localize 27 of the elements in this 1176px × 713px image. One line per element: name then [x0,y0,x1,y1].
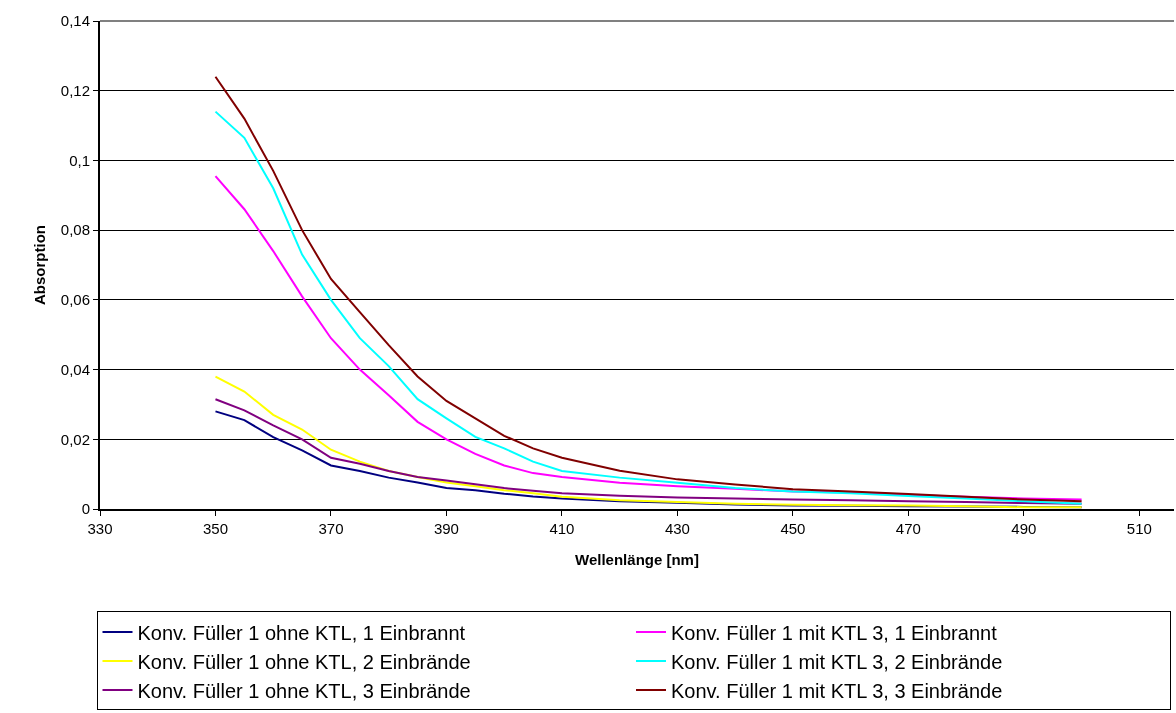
line-series [214,375,1083,509]
x-tick-label: 450 [780,520,806,537]
legend-label: Konv. Füller 1 mit KTL 3, 1 Einbrannt [671,621,998,644]
y-tick-label: 0,1 [69,151,90,169]
y-tick-label: 0,08 [60,221,90,239]
y-tick-label: 0 [81,500,90,518]
x-tick-label: 350 [202,520,228,537]
x-tick-label: 330 [87,520,113,537]
x-tick-label: 490 [1011,520,1037,537]
legend-label: Konv. Füller 1 mit KTL 3, 3 Einbrände [671,679,1003,702]
x-tick-label: 410 [549,520,575,537]
y-tick-label: 0,02 [60,430,90,448]
x-tick-label: 510 [1126,520,1152,537]
legend-label: Konv. Füller 1 ohne KTL, 2 Einbrände [137,650,471,673]
y-axis-title: Absorption [30,225,48,305]
y-tick-label: 0,14 [60,12,90,30]
x-tick-label: 470 [895,520,921,537]
legend-label: Konv. Füller 1 ohne KTL, 3 Einbrände [137,679,471,702]
x-tick-label: 390 [433,520,459,537]
y-tick-label: 0,12 [60,81,90,99]
y-tick-label: 0,06 [60,291,90,309]
x-tick-label: 430 [664,520,690,537]
x-tick-label: 370 [318,520,344,537]
legend-label: Konv. Füller 1 mit KTL 3, 2 Einbrände [671,650,1003,673]
x-axis-title: Wellenlänge [nm] [575,550,699,568]
y-tick-label: 0,04 [60,360,90,378]
legend-label: Konv. Füller 1 ohne KTL, 1 Einbrannt [137,621,466,644]
